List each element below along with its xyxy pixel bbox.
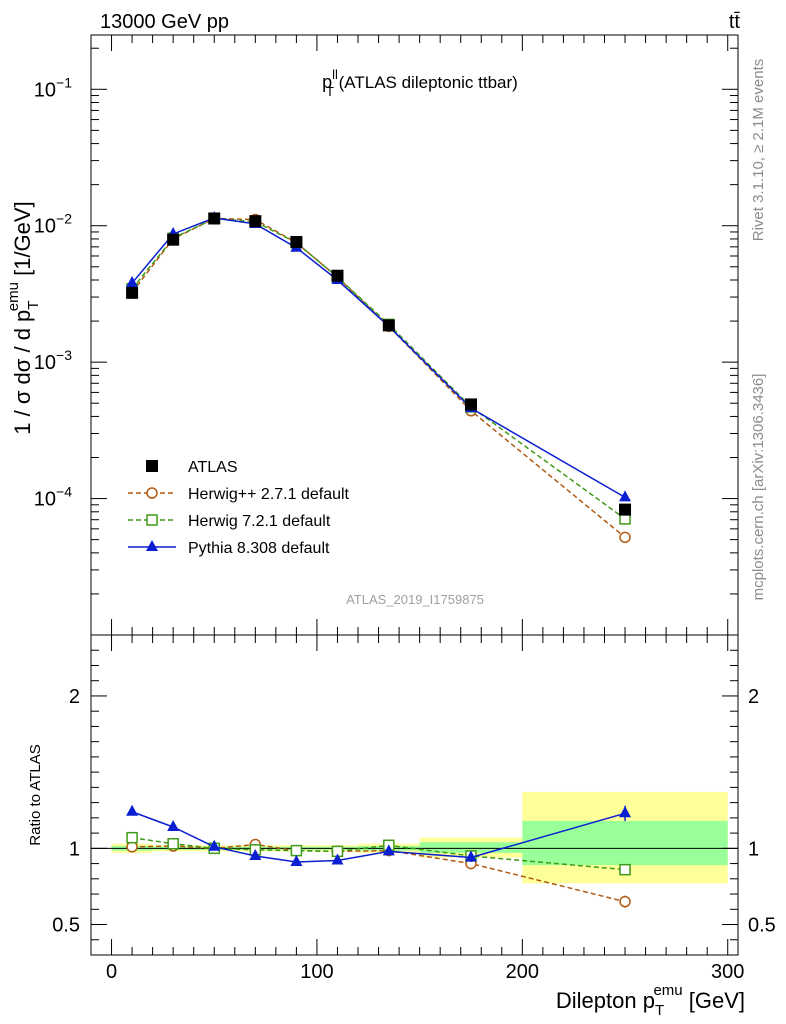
plot-title-rest: (ATLAS dileptonic ttbar) bbox=[334, 73, 518, 92]
plot-title-main: p bbox=[322, 72, 332, 92]
series-line-pythia-8-308-default bbox=[131, 217, 626, 499]
plot-title-sub: T bbox=[326, 84, 334, 99]
energy-label: 13000 GeV pp bbox=[100, 11, 229, 33]
legend-label-herwig-2-7-1-default: Herwig++ 2.7.1 default bbox=[188, 486, 350, 503]
ratio-point-pythia-8-308-default bbox=[290, 855, 303, 867]
main-y-axis-label-unit: [1/GeV] bbox=[10, 201, 35, 282]
main-y-axis-label-sup: emu bbox=[5, 282, 22, 311]
data-point-atlas bbox=[208, 212, 221, 225]
main-y-tick-label: 10−1 bbox=[34, 74, 72, 101]
plot-title-sup: ll bbox=[332, 67, 338, 82]
main-y-tick-label: 10−2 bbox=[34, 211, 72, 238]
ratio-point-herwig-2-7-1-default bbox=[619, 895, 631, 908]
legend-marker-herwig-7-2-1-default bbox=[146, 514, 158, 526]
stat-uncertainty-band bbox=[419, 842, 523, 853]
axes-frames: 10−1 10−2 10−3 10−4 0 100 200 300 0.5 0.5 1 1 2 2 bbox=[34, 34, 776, 983]
ratio-y-tick-label-right: 2 bbox=[748, 686, 759, 708]
ratio-y-axis-label: Ratio to ATLAS bbox=[27, 744, 44, 845]
main-y-tick-label: 10−3 bbox=[34, 347, 72, 374]
legend-marker-herwig-2-7-1-default bbox=[146, 487, 158, 499]
data-point-herwig-2-7-1-default bbox=[619, 531, 631, 544]
legend-label-pythia-8-308-default: Pythia 8.308 default bbox=[188, 540, 330, 557]
process-label: tt̄ bbox=[729, 11, 741, 33]
ratio-y-tick-label-right: 0.5 bbox=[748, 915, 776, 937]
uncertainty-bands bbox=[91, 791, 738, 884]
rivet-label: Rivet 3.1.10, ≥ 2.1M events bbox=[750, 59, 767, 242]
legend: ATLAS Herwig++ 2.7.1 default Herwig 7.2.1 … bbox=[128, 459, 350, 557]
ratio-point-herwig-7-2-1-default bbox=[126, 831, 138, 844]
main-y-tick-label: 10−4 bbox=[34, 484, 72, 511]
main-y-axis-label-main: 1 / σ dσ / d p bbox=[10, 310, 35, 435]
x-tick-label: 0 bbox=[106, 961, 117, 983]
data-point-atlas bbox=[126, 286, 139, 299]
analysis-watermark: ATLAS_2019_I1759875 bbox=[346, 592, 484, 607]
data-point-atlas bbox=[167, 233, 180, 246]
ratio-line-herwig-2-7-1-default bbox=[132, 843, 626, 903]
ratio-point-herwig-7-2-1-default bbox=[290, 844, 303, 857]
legend-marker-pythia-8-308-default bbox=[146, 540, 158, 551]
ratio-panel-frame bbox=[90, 634, 739, 956]
stat-uncertainty-band bbox=[522, 820, 728, 866]
series-layer bbox=[126, 210, 632, 908]
ratio-point-pythia-8-308-default bbox=[464, 850, 477, 862]
x-tick-label: 100 bbox=[300, 961, 333, 983]
x-axis-label-sup: emu bbox=[653, 982, 682, 999]
legend-marker-atlas bbox=[146, 460, 158, 472]
x-axis-label-unit: [GeV] bbox=[683, 988, 745, 1013]
ratio-y-tick-label-right: 1 bbox=[748, 838, 759, 860]
x-tick-label: 300 bbox=[711, 961, 744, 983]
x-axis-label: Dilepton pTemu [GeV] bbox=[556, 982, 745, 1019]
x-axis-label-main: Dilepton p bbox=[556, 988, 655, 1013]
data-point-atlas bbox=[290, 235, 303, 248]
ratio-point-pythia-8-308-default bbox=[331, 853, 344, 865]
ratio-point-pythia-8-308-default bbox=[126, 804, 139, 816]
ratio-y-tick-label: 1 bbox=[69, 838, 80, 860]
ratio-line-herwig-7-2-1-default bbox=[131, 836, 626, 871]
x-axis-label-sub: T bbox=[655, 1002, 664, 1019]
data-point-atlas bbox=[249, 215, 262, 228]
data-point-atlas bbox=[382, 319, 395, 332]
main-y-axis-label-sub: T bbox=[25, 301, 42, 310]
legend-label-atlas: ATLAS bbox=[188, 459, 238, 476]
mcplots-label: mcplots.cern.ch [arXiv:1306.3436] bbox=[750, 374, 767, 601]
data-point-pythia-8-308-default bbox=[126, 276, 139, 288]
data-point-atlas bbox=[619, 503, 632, 516]
ratio-point-pythia-8-308-default bbox=[619, 806, 632, 818]
ratio-point-herwig-7-2-1-default bbox=[167, 838, 179, 850]
ratio-point-pythia-8-308-default bbox=[208, 839, 221, 851]
ratio-point-pythia-8-308-default bbox=[167, 820, 180, 831]
ratio-point-pythia-8-308-default bbox=[249, 848, 262, 860]
ratio-point-pythia-8-308-default bbox=[382, 844, 395, 856]
main-y-axis-label: 1 / σ dσ / d pTemu [1/GeV] bbox=[5, 201, 42, 434]
data-point-atlas bbox=[331, 269, 344, 282]
series-line-herwig-7-2-1-default bbox=[131, 217, 626, 520]
data-point-pythia-8-308-default bbox=[619, 490, 632, 502]
ratio-y-tick-label: 0.5 bbox=[52, 915, 80, 937]
ratio-y-tick-label: 2 bbox=[69, 686, 80, 708]
data-point-atlas bbox=[464, 398, 477, 411]
x-tick-label: 200 bbox=[506, 961, 539, 983]
ratio-point-herwig-7-2-1-default bbox=[619, 863, 631, 876]
legend-label-herwig-7-2-1-default: Herwig 7.2.1 default bbox=[188, 513, 331, 530]
plot-title: pll T (ATLAS dileptonic ttbar) bbox=[322, 67, 518, 99]
